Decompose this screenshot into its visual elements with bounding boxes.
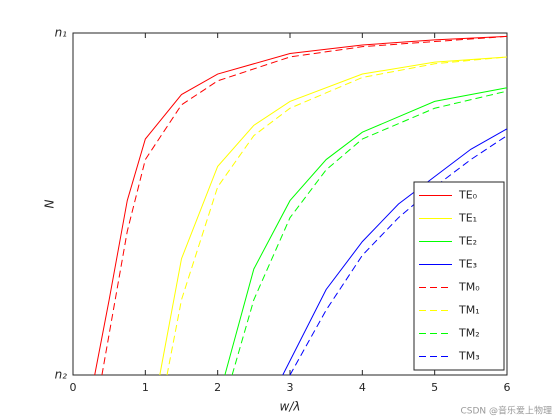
watermark: CSDN @音乐爱上物理 [460,405,552,417]
x-tick-label: 3 [287,381,294,394]
legend-label: TM₃ [458,350,480,363]
series-line [94,35,508,376]
legend-label: TE₃ [458,258,477,271]
legend-label: TE₂ [458,235,477,248]
y-tick-label: n₂ [55,368,68,382]
x-tick-label: 5 [431,381,438,394]
legend-label: TM₂ [458,327,480,340]
y-axis-label: N [43,199,57,208]
legend-box [413,181,505,371]
legend-label: TM₁ [458,304,480,317]
x-axis-label: w/λ [280,400,301,414]
series-line [159,56,508,376]
x-tick-label: 1 [142,381,149,394]
legend-label: TE₁ [458,212,477,225]
series-line [289,135,508,376]
legend-label: TE₀ [458,189,478,202]
series-line [231,90,508,376]
series-line [282,128,508,376]
y-tick-label: n₁ [55,26,68,40]
series-line [166,56,508,376]
x-tick-label: 4 [359,381,366,394]
x-tick-label: 0 [70,381,77,394]
x-tick-label: 2 [214,381,221,394]
x-tick-label: 6 [504,381,511,394]
series-line [224,87,508,376]
series-line [101,35,508,376]
legend-label: TM₀ [458,281,480,294]
